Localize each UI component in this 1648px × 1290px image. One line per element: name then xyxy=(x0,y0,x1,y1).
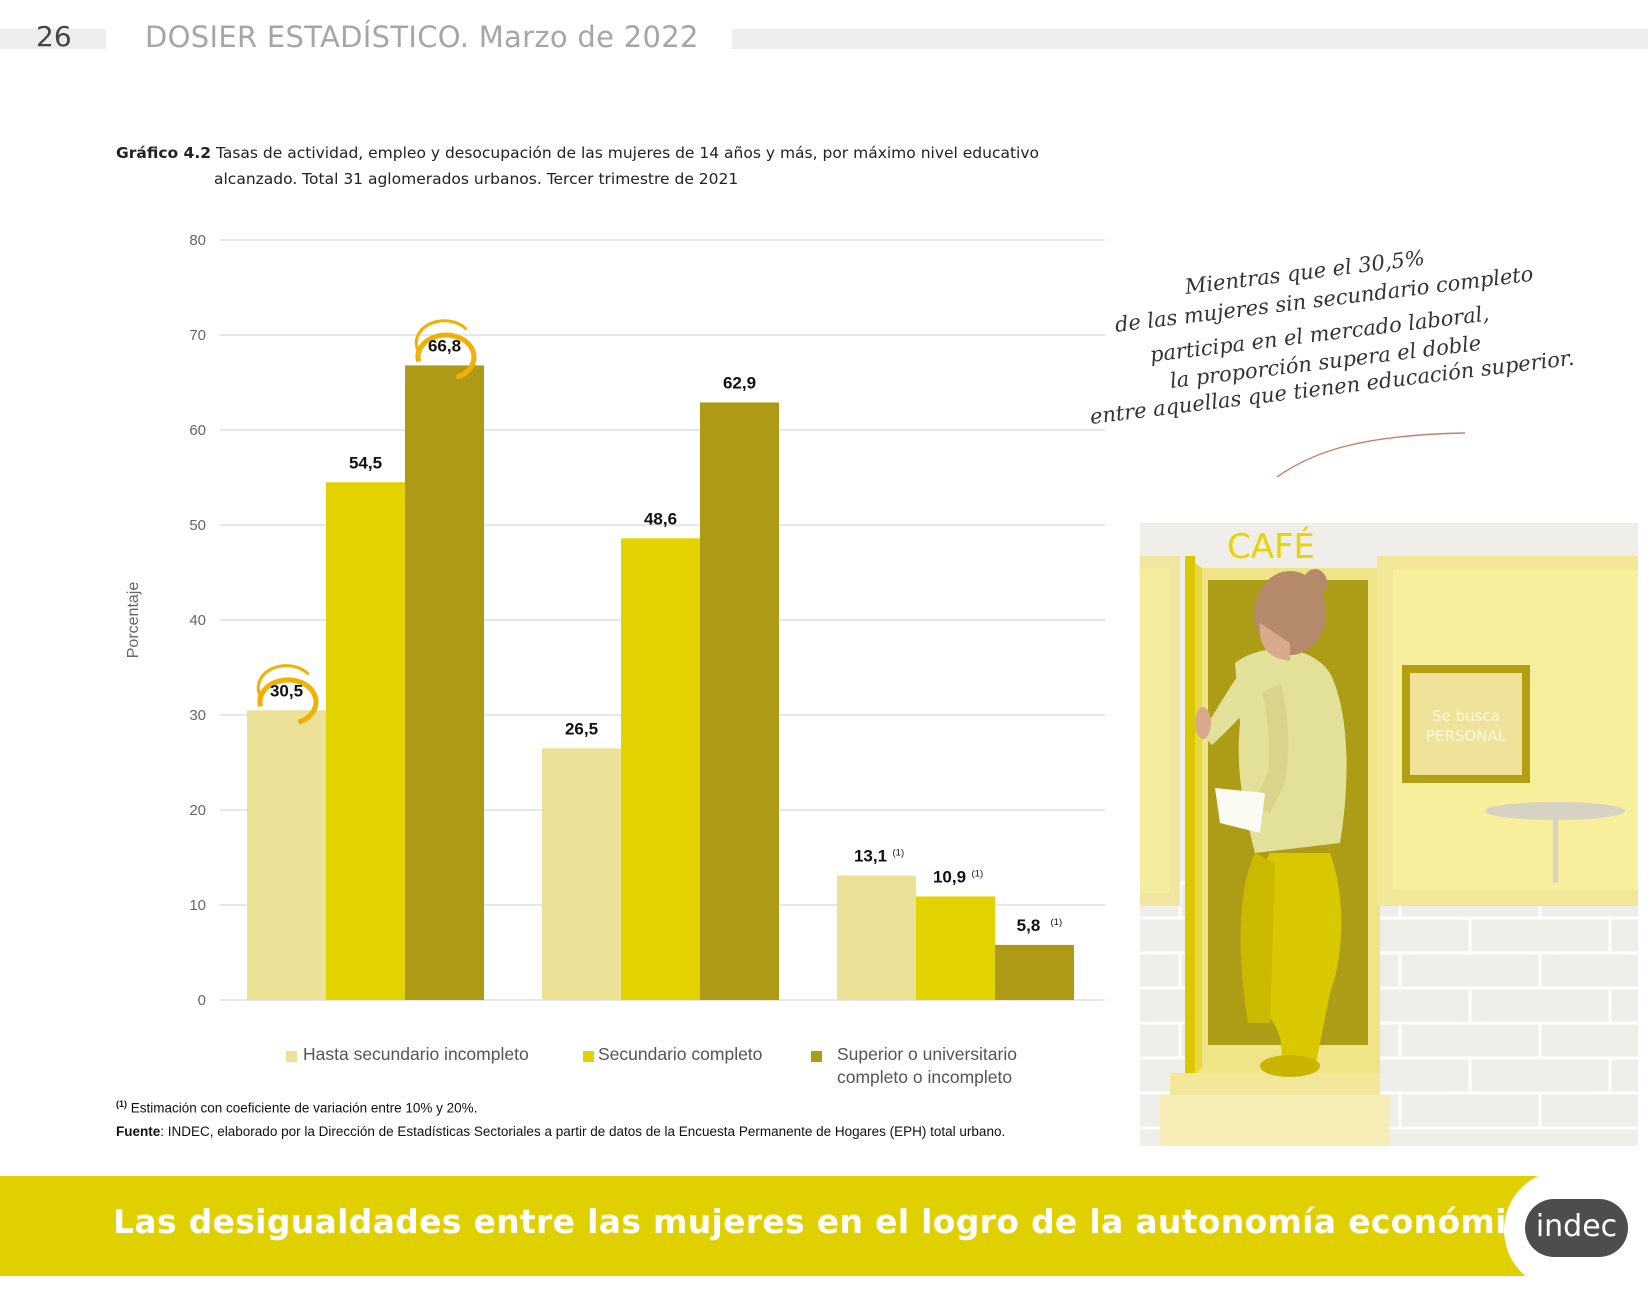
data-label-note: (1) xyxy=(1051,917,1063,928)
header-bar-right xyxy=(732,29,1648,49)
poster-line-1: Se busca xyxy=(1432,707,1500,725)
data-label: 66,8 xyxy=(428,336,461,355)
document-title: DOSIER ESTADÍSTICO. Marzo de 2022 xyxy=(145,20,699,54)
y-tick-label: 10 xyxy=(189,897,206,914)
footnote-text: Estimación con coeficiente de variación … xyxy=(127,1100,478,1116)
chart-caption: Gráfico 4.2 Tasas de actividad, empleo y… xyxy=(116,140,1116,192)
highlight-ring xyxy=(257,677,319,725)
highlight-ring xyxy=(414,319,468,353)
y-tick-label: 40 xyxy=(189,612,206,629)
y-tick-label: 50 xyxy=(189,517,206,534)
data-label: 54,5 xyxy=(349,453,382,472)
y-tick-label: 80 xyxy=(189,232,206,249)
highlight-ring xyxy=(415,332,477,380)
legend-item-1: Hasta secundario incompleto xyxy=(303,1044,529,1064)
handwritten-note: Mientras que el 30,5% de las mujeres sin… xyxy=(1080,246,1600,478)
note-pointer-line xyxy=(1276,432,1466,478)
legend-item-3-line-2: completo o incompleto xyxy=(837,1067,1013,1087)
cafe-sign: CAFÉ xyxy=(1227,526,1315,567)
data-label: 13,1 xyxy=(854,847,887,866)
bar xyxy=(542,748,621,1000)
data-label: 10,9 xyxy=(933,867,966,886)
caption-line-1: Tasas de actividad, empleo y desocupació… xyxy=(215,144,1040,162)
footnote: (1) Estimación con coeficiente de variac… xyxy=(116,1099,477,1116)
bar xyxy=(995,944,1074,1000)
indec-logo: indec xyxy=(1525,1199,1628,1257)
highlight-ring xyxy=(256,664,310,697)
bar-chart: 01020304050607080Porcentaje30,554,566,8T… xyxy=(125,232,1105,1009)
data-label-note: (1) xyxy=(972,868,984,879)
caption-line-2: alcanzado. Total 31 aglomerados urbanos.… xyxy=(214,170,739,188)
legend-swatch-1 xyxy=(286,1051,297,1062)
y-tick-label: 0 xyxy=(198,992,206,1009)
page-number: 26 xyxy=(36,20,72,53)
y-tick-label: 20 xyxy=(189,802,206,819)
cafe-illustration: CAFÉ Se busca PERSONAL xyxy=(1140,523,1638,1146)
y-tick-label: 70 xyxy=(189,327,206,344)
data-label-note: (1) xyxy=(893,848,905,859)
source-text: : INDEC, elaborado por la Dirección de E… xyxy=(160,1124,1006,1139)
source-note: Fuente: INDEC, elaborado por la Direcció… xyxy=(116,1124,1005,1139)
header-bar-left xyxy=(0,29,106,49)
y-tick-label: 60 xyxy=(189,422,206,439)
poster-line-2: PERSONAL xyxy=(1426,727,1507,745)
legend-swatch-3 xyxy=(811,1051,822,1062)
bar xyxy=(916,896,995,1000)
caption-label: Gráfico 4.2 xyxy=(116,144,212,162)
data-label: 26,5 xyxy=(565,719,598,738)
footer-band xyxy=(0,1176,1648,1276)
legend-item-3-line-1: Superior o universitario xyxy=(837,1044,1017,1064)
data-label: 5,8 xyxy=(1017,916,1041,935)
y-axis-label: Porcentaje xyxy=(125,582,142,659)
bar xyxy=(837,875,916,1000)
y-tick-label: 30 xyxy=(189,707,206,724)
data-label: 30,5 xyxy=(270,681,303,700)
bar xyxy=(247,710,326,1000)
bar xyxy=(621,538,700,1000)
data-label: 48,6 xyxy=(644,509,677,528)
legend-swatch-2 xyxy=(583,1051,594,1062)
bar xyxy=(405,365,484,1000)
data-label: 62,9 xyxy=(723,373,756,392)
footnote-mark: (1) xyxy=(116,1099,127,1109)
legend-item-2: Secundario completo xyxy=(598,1044,763,1064)
bar xyxy=(326,482,405,1000)
source-label: Fuente xyxy=(116,1124,161,1139)
footer-title: Las desigualdades entre las mujeres en e… xyxy=(113,1202,1550,1241)
legend-item-3: Superior o universitario completo o inco… xyxy=(837,1044,1017,1088)
woman-figure xyxy=(1195,569,1347,1077)
bar xyxy=(700,402,779,1000)
